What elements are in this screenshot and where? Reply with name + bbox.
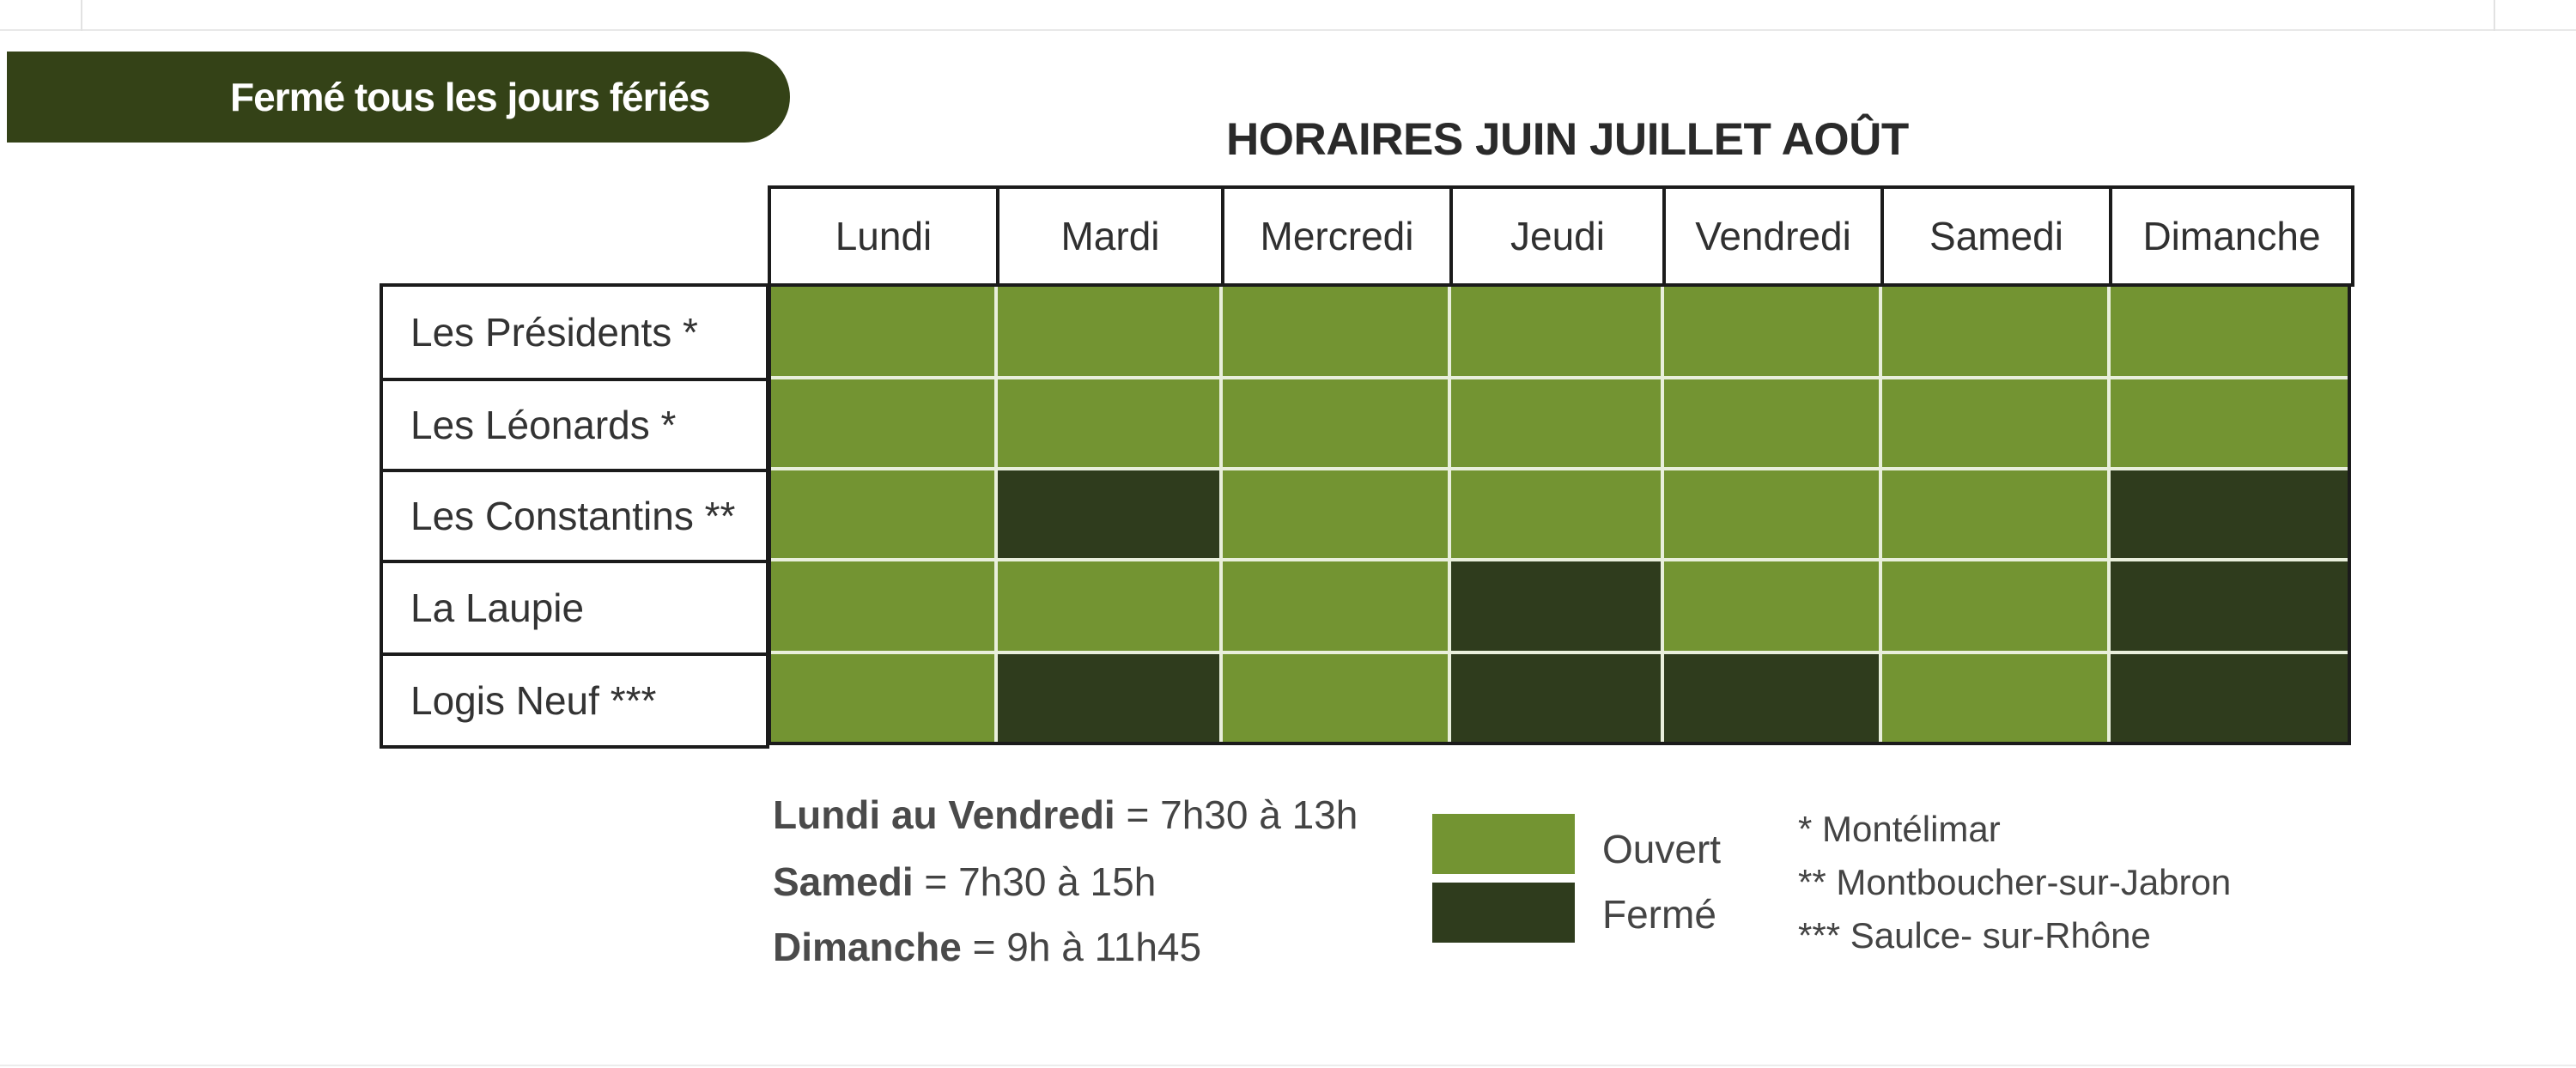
hours-weekday-label: Lundi au Vendredi <box>773 792 1115 837</box>
status-cell-3-4 <box>1662 560 1880 652</box>
day-header-3: Jeudi <box>1449 185 1666 287</box>
legend-closed-swatch <box>1432 883 1575 943</box>
status-cell-1-6 <box>2109 378 2351 469</box>
status-cell-0-2 <box>1221 283 1449 378</box>
holiday-banner-text: Fermé tous les jours fériés <box>230 75 710 119</box>
schedule-title: HORAIRES JUIN JUILLET AOÛT <box>1226 114 1909 165</box>
status-cell-4-4 <box>1662 652 1880 745</box>
footnote-3: *** Saulce- sur-Rhône <box>1798 915 2151 956</box>
site-label-1: Les Léonards * <box>380 378 769 472</box>
top-right-tick <box>2494 0 2495 31</box>
status-cell-1-1 <box>996 378 1221 469</box>
status-cell-3-5 <box>1880 560 2109 652</box>
hours-saturday: Samedi = 7h30 à 15h <box>773 859 1156 905</box>
status-cell-0-1 <box>996 283 1221 378</box>
status-cell-4-2 <box>1221 652 1449 745</box>
top-left-tick <box>81 0 82 31</box>
site-label-0: Les Présidents * <box>380 283 769 381</box>
status-cell-2-4 <box>1662 469 1880 560</box>
site-label-3: La Laupie <box>380 560 769 656</box>
day-header-6: Dimanche <box>2109 185 2354 287</box>
bottom-divider <box>0 1065 2576 1066</box>
status-cell-1-4 <box>1662 378 1880 469</box>
hours-weekday: Lundi au Vendredi = 7h30 à 13h <box>773 792 1358 838</box>
hours-weekday-time: = 7h30 à 13h <box>1115 792 1358 837</box>
status-cell-3-6 <box>2109 560 2351 652</box>
status-cell-1-2 <box>1221 378 1449 469</box>
footnote-2: ** Montboucher-sur-Jabron <box>1798 862 2232 902</box>
site-label-2: Les Constantins ** <box>380 469 769 563</box>
status-cell-2-1 <box>996 469 1221 560</box>
hours-sunday-time: = 9h à 11h45 <box>961 925 1202 969</box>
top-divider <box>0 29 2576 31</box>
status-cell-4-1 <box>996 652 1221 745</box>
site-label-4: Logis Neuf *** <box>380 652 769 749</box>
status-cell-1-0 <box>768 378 996 469</box>
hours-sunday-label: Dimanche <box>773 925 962 969</box>
day-header-5: Samedi <box>1880 185 2112 287</box>
status-cell-1-5 <box>1880 378 2109 469</box>
status-cell-4-6 <box>2109 652 2351 745</box>
day-header-0: Lundi <box>768 185 999 287</box>
status-cell-0-0 <box>768 283 996 378</box>
day-header-2: Mercredi <box>1221 185 1453 287</box>
day-header-1: Mardi <box>996 185 1224 287</box>
day-header-4: Vendredi <box>1662 185 1884 287</box>
status-cell-3-2 <box>1221 560 1449 652</box>
hours-saturday-time: = 7h30 à 15h <box>913 859 1157 904</box>
status-cell-0-3 <box>1449 283 1662 378</box>
status-cell-0-6 <box>2109 283 2351 378</box>
status-cell-3-1 <box>996 560 1221 652</box>
status-cell-1-3 <box>1449 378 1662 469</box>
holiday-banner: Fermé tous les jours fériés <box>7 52 790 143</box>
status-cell-2-6 <box>2109 469 2351 560</box>
status-cell-2-5 <box>1880 469 2109 560</box>
hours-sunday: Dimanche = 9h à 11h45 <box>773 924 1201 970</box>
status-cell-4-5 <box>1880 652 2109 745</box>
status-cell-2-3 <box>1449 469 1662 560</box>
status-cell-4-3 <box>1449 652 1662 745</box>
hours-saturday-label: Samedi <box>773 859 914 904</box>
legend-open-swatch <box>1432 814 1575 874</box>
legend-closed-label: Fermé <box>1602 892 1716 937</box>
status-cell-2-0 <box>768 469 996 560</box>
status-cell-4-0 <box>768 652 996 745</box>
status-cell-3-0 <box>768 560 996 652</box>
status-cell-0-4 <box>1662 283 1880 378</box>
status-cell-3-3 <box>1449 560 1662 652</box>
status-cell-0-5 <box>1880 283 2109 378</box>
legend-open-label: Ouvert <box>1602 827 1722 871</box>
status-cell-2-2 <box>1221 469 1449 560</box>
footnote-1: * Montélimar <box>1798 809 2001 849</box>
